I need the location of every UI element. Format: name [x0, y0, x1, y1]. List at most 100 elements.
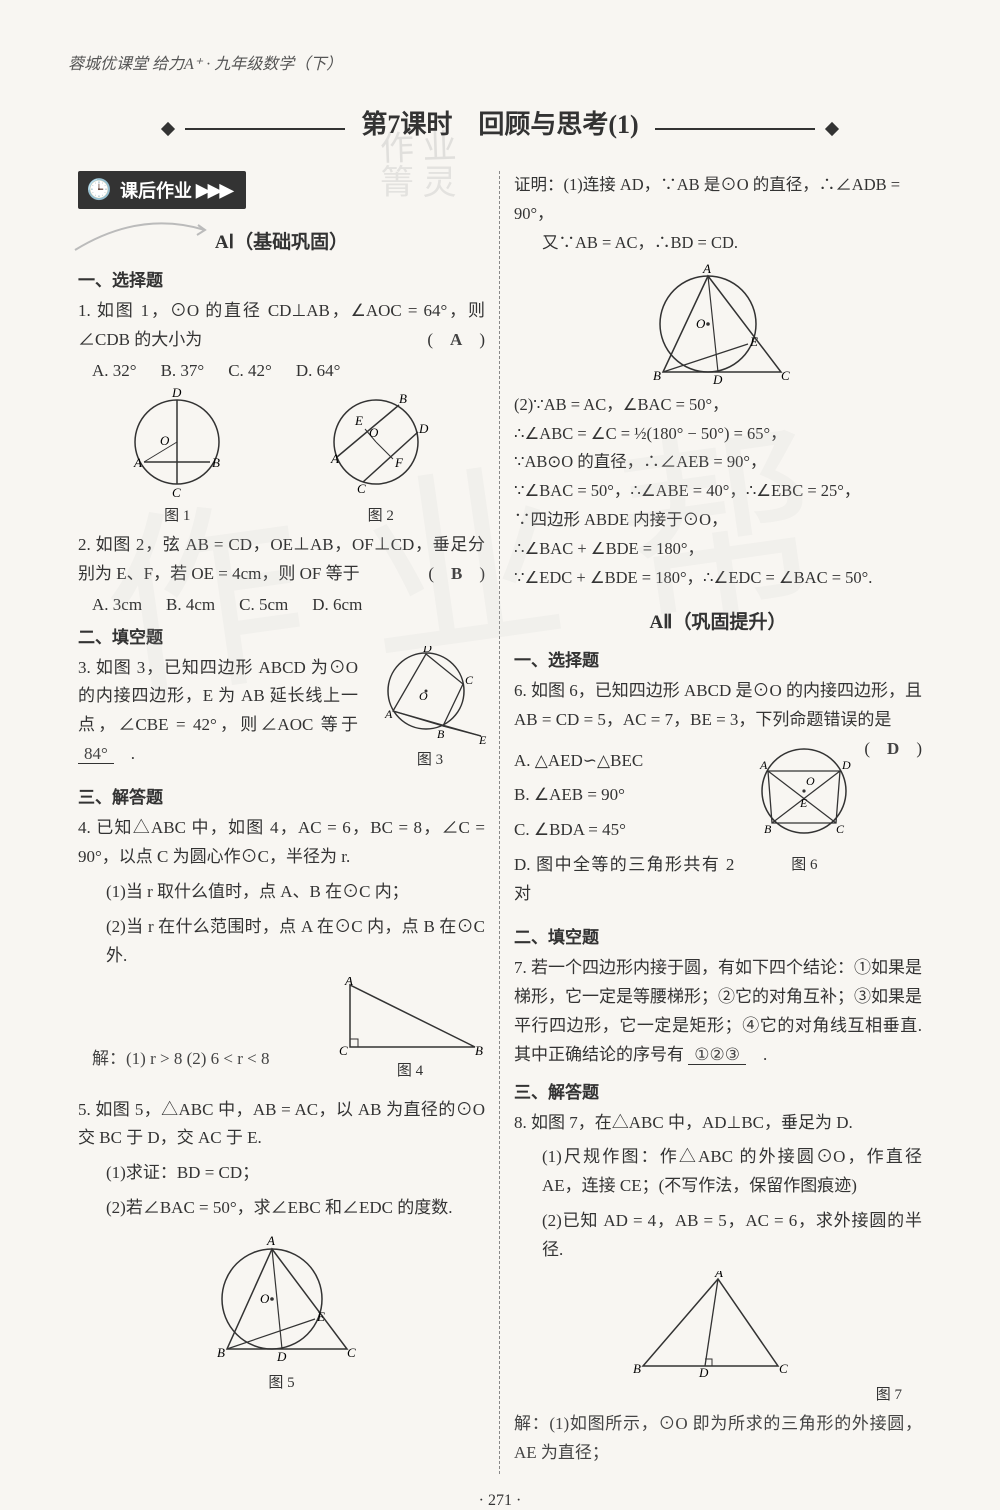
svg-text:A: A [133, 455, 142, 470]
svg-text:O: O [369, 425, 379, 440]
figure-proof: A B C D E O [514, 262, 922, 387]
svg-text:D: D [276, 1349, 287, 1364]
svg-text:B: B [653, 368, 661, 383]
subhead-choice-1: 一、选择题 [78, 266, 485, 291]
q2-opt-b: B. 4cm [166, 595, 215, 615]
svg-text:O: O [806, 774, 815, 788]
clock-icon: 🕒 [84, 175, 114, 205]
svg-text:A: A [344, 977, 353, 988]
q8-solution: 解：(1)如图所示，⊙O 即为所求的三角形的外接圆，AE 为直径； [514, 1410, 922, 1468]
q1-opt-d: D. 64° [296, 361, 341, 381]
svg-text:B: B [399, 391, 407, 406]
proof-l3: (2)∵AB = AC，∠BAC = 50°， [514, 391, 922, 420]
svg-text:E: E [478, 733, 487, 746]
q2-opt-d: D. 6cm [312, 595, 362, 615]
q5-part2: (2)若∠BAC = 50°，求∠EBC 和∠EDC 的度数. [78, 1194, 485, 1223]
figure-3: A D C B E O 图 3 [371, 646, 489, 769]
svg-text:E: E [799, 796, 808, 810]
svg-text:C: C [779, 1361, 788, 1376]
question-1: 1. 如图 1，⊙O 的直径 CD⊥AB，∠AOC = 64°，则∠CDB 的大… [78, 297, 485, 355]
svg-text:C: C [465, 673, 474, 687]
fig5-label: 图 5 [268, 1375, 294, 1391]
question-7: 7. 若一个四边形内接于圆，有如下四个结论：①如果是梯形，它一定是等腰梯形；②它… [514, 954, 922, 1070]
q5-part1: (1)求证：BD = CD； [78, 1159, 485, 1188]
homework-badge-label: 课后作业 [120, 177, 192, 203]
svg-text:A: A [702, 262, 711, 276]
svg-text:D: D [841, 758, 851, 772]
left-column: 🕒 课后作业 ▶▶▶ AⅠ（基础巩固） 一、选择题 1. 如图 1，⊙O 的直径… [68, 171, 500, 1474]
q8-part1: (1)尺规作图：作△ABC 的外接圆⊙O，作直径 AE，连接 CE；(不写作法，… [514, 1143, 922, 1201]
q1-opt-b: B. 37° [161, 361, 205, 381]
q2-opt-c: C. 5cm [239, 595, 288, 615]
q4-solution: 解：(1) r > 8 (2) 6 < r < 8 [92, 1045, 269, 1074]
q1-answer: A [450, 330, 462, 349]
svg-text:O: O [696, 316, 706, 331]
svg-text:D: D [418, 421, 429, 436]
svg-text:E: E [749, 334, 758, 349]
svg-text:F: F [394, 455, 404, 470]
q6-opt-b: B. ∠AEB = 90° [514, 781, 734, 810]
svg-text:O: O [260, 1291, 270, 1306]
svg-text:D: D [712, 372, 723, 387]
q2-answer: B [451, 564, 462, 583]
q5-text: 5. 如图 5，△ABC 中，AB = AC，以 AB 为直径的⊙O 交 BC … [78, 1100, 485, 1148]
q5-proof-cont: (2)∵AB = AC，∠BAC = 50°， ∴∠ABC = ∠C = ½(1… [514, 391, 922, 593]
svg-text:C: C [347, 1345, 356, 1360]
figure-7: A B C D 图 7 [514, 1271, 902, 1404]
question-8: 8. 如图 7，在△ABC 中，AD⊥BC，垂足为 D. [514, 1109, 922, 1138]
subhead-solve-2: 三、解答题 [514, 1078, 922, 1103]
proof-l6: ∵∠BAC = 50°，∴∠ABE = 40°，∴∠EBC = 25°， [514, 477, 922, 506]
question-2: 2. 如图 2，弦 AB = CD，OE⊥AB，OF⊥CD，垂足分别为 E、F，… [78, 531, 485, 589]
svg-text:O: O [419, 689, 428, 703]
question-5: 5. 如图 5，△ABC 中，AB = AC，以 AB 为直径的⊙O 交 BC … [78, 1096, 485, 1154]
q2-options: A. 3cm B. 4cm C. 5cm D. 6cm [92, 595, 485, 615]
proof-l5: ∵AB⊙O 的直径，∴∠AEB = 90°， [514, 448, 922, 477]
q6-text: 6. 如图 6，已知四边形 ABCD 是⊙O 的内接四边形，且 AB = CD … [514, 681, 922, 729]
subhead-solve-1: 三、解答题 [78, 783, 485, 808]
q8-part2: (2)已知 AD = 4，AB = 5，AC = 6，求外接圆的半径. [514, 1207, 922, 1265]
q6-answer: D [887, 739, 899, 758]
question-3: 3. 如图 3，已知四边形 ABCD 为⊙O 的内接四边形，E 为 AB 延长线… [78, 654, 358, 770]
figure-6: A D B C O E 图 6 [744, 741, 864, 915]
proof-l8: ∴∠BAC + ∠BDE = 180°， [514, 535, 922, 564]
subhead-choice-2: 一、选择题 [514, 646, 922, 671]
svg-text:A: A [759, 758, 768, 772]
svg-text:B: B [475, 1043, 483, 1057]
svg-text:A: A [714, 1271, 723, 1280]
book-header: 蓉城优课堂 给力A⁺ · 九年级数学（下） [68, 50, 932, 74]
svg-text:C: C [836, 822, 845, 836]
svg-text:E: E [316, 1309, 325, 1324]
q5-proof: 证明：(1)连接 AD，∵AB 是⊙O 的直径，∴∠ADB = 90°， 又∵A… [514, 171, 922, 258]
q3-answer: 84° [78, 744, 114, 764]
q4-text: 4. 已知△ABC 中，如图 4，AC = 6，BC = 8，∠C = 90°，… [78, 818, 485, 866]
svg-text:C: C [339, 1043, 348, 1057]
proof-l1: 证明：(1)连接 AD，∵AB 是⊙O 的直径，∴∠ADB = 90°， [514, 171, 922, 229]
question-6: 6. 如图 6，已知四边形 ABCD 是⊙O 的内接四边形，且 AB = CD … [514, 677, 922, 735]
fig6-label: 图 6 [791, 857, 817, 873]
q1-options: A. 32° B. 37° C. 42° D. 64° [92, 361, 485, 381]
svg-text:C: C [781, 368, 790, 383]
fig2-label: 图 2 [368, 508, 394, 524]
svg-text:A: A [266, 1233, 275, 1248]
svg-text:D: D [171, 387, 182, 400]
q2-opt-a: A. 3cm [92, 595, 142, 615]
fig1-label: 图 1 [164, 508, 190, 524]
q2-text: 2. 如图 2，弦 AB = CD，OE⊥AB，OF⊥CD，垂足分别为 E、F，… [78, 535, 485, 583]
q6-opt-c: C. ∠BDA = 45° [514, 816, 734, 845]
arrow-icon: ▶▶▶ [196, 180, 232, 201]
proof-l4: ∴∠ABC = ∠C = ½(180° − 50°) = 65°， [514, 420, 922, 449]
q7-answer: ①②③ [688, 1045, 746, 1065]
q4-part1: (1)当 r 取什么值时，点 A、B 在⊙C 内； [78, 878, 485, 907]
lesson-title-row: 第7课时 回顾与思考(1) [68, 104, 932, 141]
q6-opt-d: D. 图中全等的三角形共有 2 对 [514, 851, 734, 909]
svg-text:C: C [357, 481, 366, 496]
lesson-title: 第7课时 回顾与思考(1) [361, 104, 638, 141]
q6-opt-a: A. △AED∽△BEC [514, 747, 734, 776]
svg-text:O: O [160, 433, 170, 448]
fig3-label: 图 3 [417, 752, 443, 768]
section-a2-title: AⅡ（巩固提升） [514, 607, 922, 634]
proof-l9: ∵∠EDC + ∠BDE = 180°，∴∠EDC = ∠BAC = 50°. [514, 564, 922, 593]
svg-text:A: A [330, 451, 339, 466]
svg-text:B: B [633, 1361, 641, 1376]
homework-badge: 🕒 课后作业 ▶▶▶ [78, 171, 246, 209]
